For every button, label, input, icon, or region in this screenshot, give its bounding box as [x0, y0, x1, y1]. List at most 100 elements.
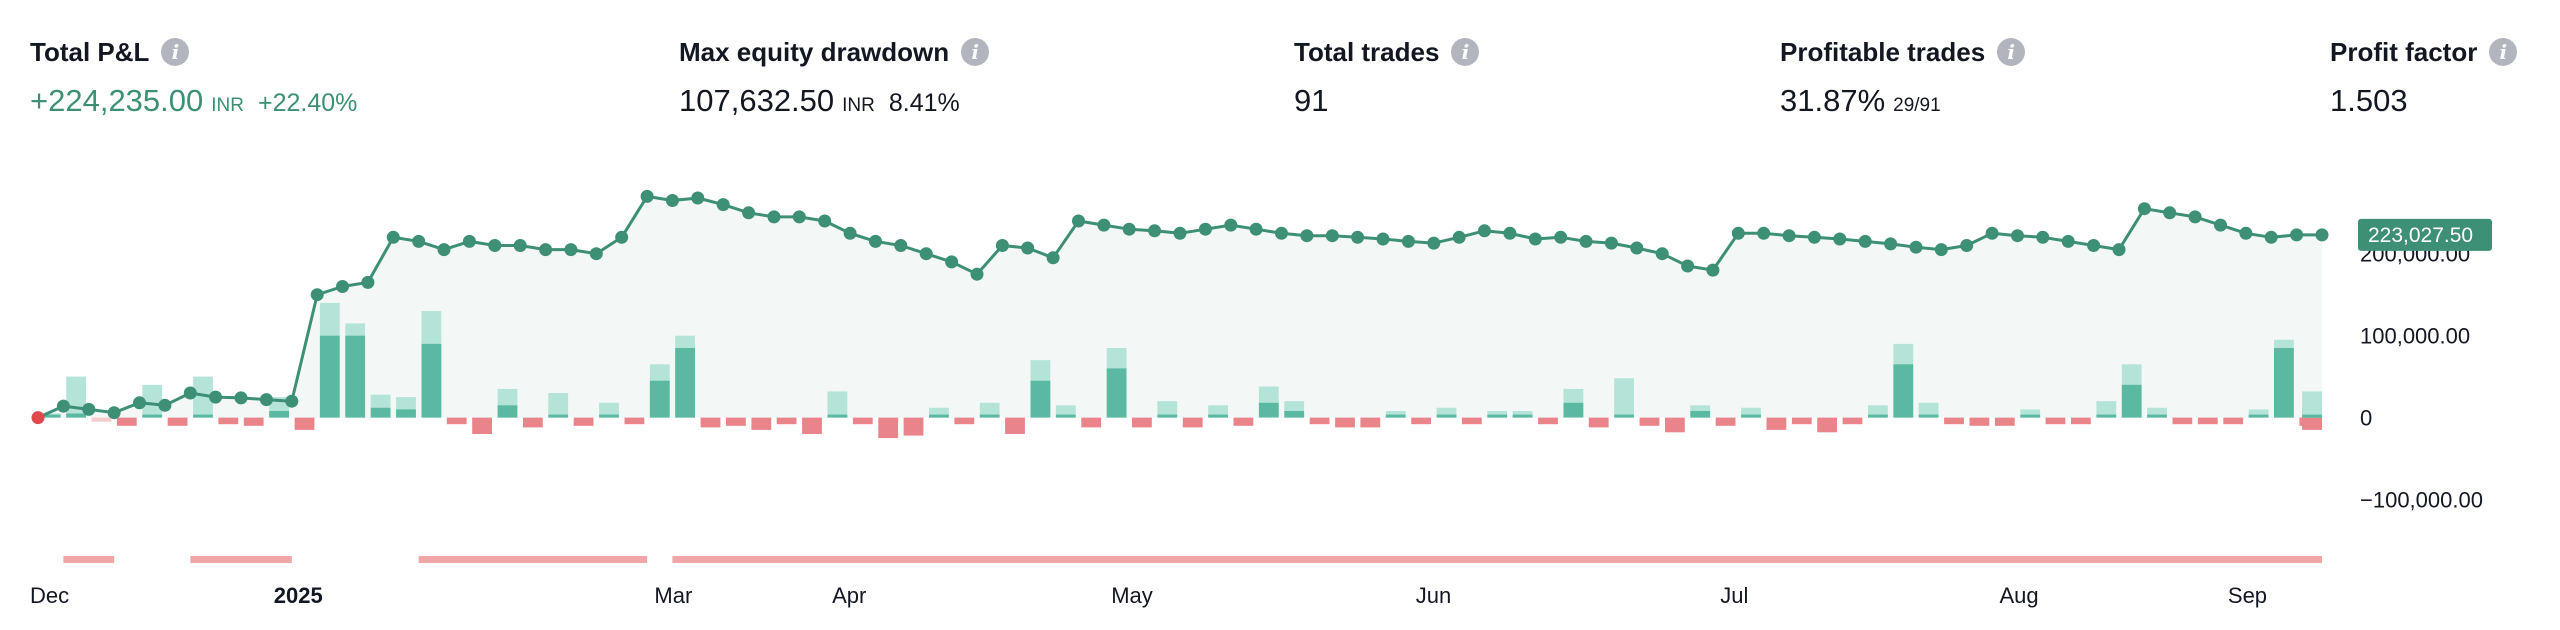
trade-bar-run-up [2248, 409, 2269, 418]
trade-bar-profit [1055, 414, 1076, 418]
trade-bar-profit [142, 414, 163, 418]
trade-bar-loss [1538, 417, 1558, 425]
equity-point [1757, 226, 1771, 240]
equity-point [1528, 232, 1542, 246]
last-value-label: 223,027.50 [2368, 224, 2473, 247]
equity-point [513, 239, 527, 252]
equity-point [1021, 241, 1035, 255]
equity-point [437, 243, 451, 257]
trade-bar-run-up [1918, 402, 1939, 418]
equity-point [1122, 222, 1136, 236]
trade-bars-layer [40, 302, 2322, 439]
equity-area-layer [38, 196, 2322, 418]
trade-bar-run-up [142, 384, 163, 418]
trade-bar-loss [1639, 417, 1660, 426]
trade-bar-profit [2274, 348, 2294, 418]
trade-bar-profit [2248, 414, 2269, 418]
trade-bar-profit [1284, 411, 1305, 418]
equity-point [691, 191, 705, 205]
drawdown-period [63, 556, 115, 563]
info-icon[interactable]: i [961, 38, 990, 66]
trade-bar-run-up [1487, 411, 1508, 418]
trade-bar-profit [421, 343, 442, 418]
equity-point [1554, 230, 1568, 244]
trade-bar-run-up [2147, 407, 2167, 418]
equity-point [564, 243, 578, 257]
drawdown-strip-layer [63, 556, 2322, 563]
trade-bar-loss [1715, 417, 1736, 426]
equity-point [615, 230, 629, 244]
trade-bar-profit [2020, 414, 2041, 418]
equity-area [38, 196, 2322, 418]
equity-point [1807, 230, 1821, 244]
trade-bar-loss [2223, 417, 2244, 425]
trade-bar-loss [776, 417, 797, 425]
trade-bar-loss [726, 417, 746, 426]
equity-point [970, 267, 984, 281]
x-tick-label: Mar [654, 583, 692, 608]
equity-point [1325, 229, 1339, 243]
equity-point [2188, 210, 2202, 224]
trade-bar-loss [446, 417, 467, 425]
trade-bar-profit [497, 405, 518, 418]
info-icon[interactable]: i [1451, 38, 1480, 66]
total-pnl-value: +224,235.00 [30, 83, 204, 118]
trade-bar-loss [1081, 417, 1102, 428]
trade-bar-profit [1741, 414, 1761, 418]
trade-bar-loss [903, 417, 924, 436]
trade-bar-loss [2045, 417, 2066, 425]
trade-bar-profit [2121, 384, 2142, 418]
trade-bar-loss [751, 417, 772, 430]
trade-bar-loss [700, 417, 721, 428]
x-tick-label: Sep [2228, 583, 2267, 608]
x-tick-label: Dec [30, 583, 69, 608]
trade-bar-loss [1944, 417, 1964, 425]
trade-bar-loss [1335, 417, 1355, 428]
trade-bar-loss [954, 417, 975, 425]
trade-bar-profit [193, 414, 213, 418]
last-value-tag [2358, 218, 2492, 251]
trade-bar-loss [1994, 417, 2015, 426]
equity-point [716, 198, 730, 212]
trade-bar-profit [1512, 414, 1533, 418]
trade-bar-profit [548, 414, 569, 418]
equity-point [742, 206, 756, 220]
equity-point [488, 239, 502, 252]
trade-bar-loss [167, 417, 188, 426]
equity-point [640, 189, 654, 203]
trade-bar-loss [2172, 417, 2193, 425]
stat-profitable-trades: Profitable trades i 31.87% 29/91 [1780, 36, 2026, 127]
profit-factor-value: 1.503 [2330, 83, 2408, 118]
equity-point [183, 386, 197, 400]
trade-bar-run-up [2302, 409, 2322, 418]
equity-point [539, 243, 553, 257]
equity-point [2011, 229, 2024, 243]
trade-bar-run-up [2020, 409, 2041, 418]
trade-bar-profit [675, 348, 695, 418]
trade-bar-profit [2147, 414, 2167, 418]
trade-bar-loss [1360, 417, 1381, 428]
equity-point [1655, 247, 1669, 261]
trade-bar-profit [40, 414, 61, 418]
equity-point [462, 234, 476, 248]
equity-point [234, 391, 248, 405]
trade-bar-profit [649, 380, 670, 418]
stat-label-max-drawdown: Max equity drawdown [679, 37, 950, 67]
trade-bar-loss [1588, 417, 1609, 428]
info-icon[interactable]: i [2489, 38, 2518, 66]
info-icon[interactable]: i [161, 38, 190, 66]
equity-point [1503, 226, 1517, 240]
equity-point [894, 239, 908, 252]
equity-point [2264, 230, 2278, 244]
trade-bar-loss [1182, 417, 1203, 428]
trade-bar-run-up [1055, 405, 1076, 418]
trade-bar-loss [218, 417, 239, 425]
trade-bar-run-up [2096, 401, 2117, 418]
equity-point [2087, 239, 2101, 252]
equity-point [792, 210, 806, 224]
x-tick-label: Apr [832, 583, 866, 608]
info-icon[interactable]: i [1997, 38, 2026, 66]
x-tick-label: Jun [1416, 583, 1451, 608]
trade-bar-loss [573, 417, 594, 426]
